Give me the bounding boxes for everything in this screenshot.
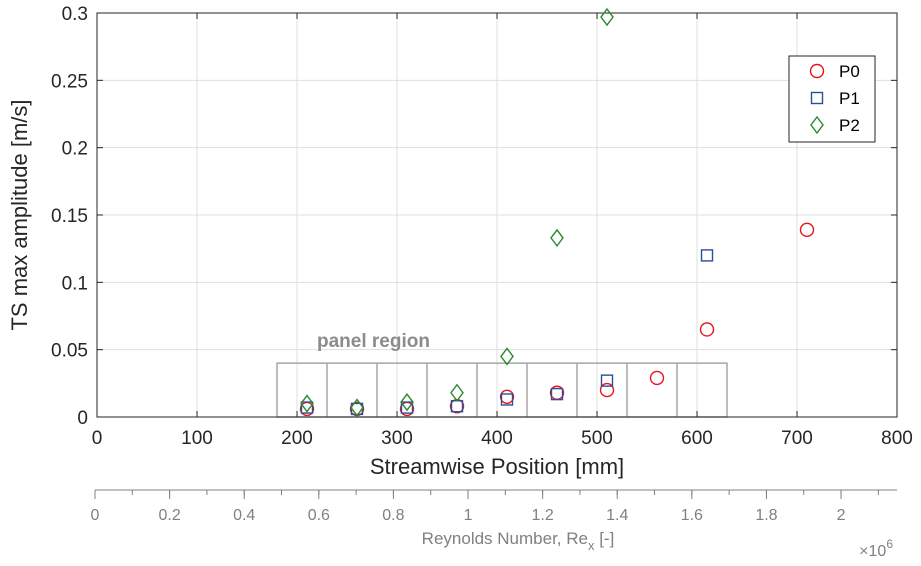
p1-point	[300, 401, 314, 414]
legend-marker-p1	[810, 91, 824, 105]
x-tick-label: 0	[92, 428, 103, 449]
reynolds-tick-label: 1.2	[532, 507, 554, 524]
reynolds-multiplier: ×106	[859, 537, 893, 560]
panel-region-label: panel region	[317, 331, 430, 352]
x-tick-label: 300	[381, 428, 413, 449]
x-axis-title: Streamwise Position [mm]	[370, 454, 624, 479]
x-tick-label: 200	[281, 428, 313, 449]
reynolds-title-subscript: x	[588, 538, 595, 553]
y-tick-label: 0.15	[51, 206, 88, 227]
reynolds-tick-label: 0.2	[158, 507, 180, 524]
p1-point	[450, 400, 464, 413]
reynolds-tick-label: 1.6	[681, 507, 703, 524]
y-tick-label: 0.1	[62, 273, 88, 294]
main-axes	[96, 12, 898, 418]
p2-point	[500, 347, 514, 366]
p1-point	[700, 249, 714, 262]
reynolds-title-main: Reynolds Number, Re	[422, 529, 588, 548]
reynolds-tick-label: 2	[837, 507, 846, 524]
legend: P0 P1 P2	[788, 55, 876, 143]
p2-point	[400, 393, 414, 412]
legend-label-p2: P2	[839, 116, 860, 135]
p0-point	[499, 389, 515, 404]
legend-label-p0: P0	[839, 62, 860, 81]
y-tick-label: 0	[77, 408, 88, 429]
p2-point	[550, 228, 564, 248]
p0-point	[699, 322, 715, 337]
reynolds-axis-title: Reynolds Number, Rex [-]	[422, 529, 615, 553]
p0-point	[649, 370, 665, 386]
x-tick-label: 600	[681, 428, 713, 449]
reynolds-tick-label: 0.6	[308, 507, 330, 524]
x-tick-label: 700	[781, 428, 813, 449]
legend-box	[788, 55, 876, 143]
reynolds-multiplier-base: ×10	[859, 543, 886, 560]
y-tick-label: 0.25	[51, 71, 88, 92]
reynolds-multiplier-exponent: 6	[886, 537, 893, 551]
p2-point	[600, 7, 614, 27]
legend-label-p1: P1	[839, 89, 860, 108]
p2-point	[300, 394, 314, 413]
reynolds-tick-label: 0.8	[382, 507, 404, 524]
reynolds-title-suffix: [-]	[594, 529, 614, 548]
y-tick-label: 0.05	[51, 341, 88, 362]
reynolds-tick-label: 1.4	[606, 507, 628, 524]
p1-point	[400, 401, 414, 414]
x-tick-label: 400	[481, 428, 513, 449]
reynolds-tick-label: 0	[91, 507, 100, 524]
legend-marker-p2	[810, 115, 824, 135]
x-tick-label: 500	[581, 428, 613, 449]
p0-point	[599, 382, 615, 398]
y-tick-labels: 0 0.05 0.1 0.15 0.2 0.25 0.3	[51, 4, 88, 429]
p0-point	[799, 222, 815, 238]
p1-point	[500, 393, 514, 406]
x-tick-label: 100	[181, 428, 213, 449]
reynolds-tick-label: 1	[464, 507, 473, 524]
y-axis-title: TS max amplitude [m/s]	[7, 99, 32, 330]
grid	[97, 13, 897, 417]
reynolds-axis: 0 0.2 0.4 0.6 0.8 1 1.2 1.4 1.6 1.8 2	[91, 489, 897, 524]
y-tick-label: 0.3	[62, 4, 88, 25]
p2-point	[450, 383, 464, 402]
y-tick-label: 0.2	[62, 139, 88, 160]
reynolds-tick-label: 0.4	[233, 507, 255, 524]
data-points	[299, 7, 815, 417]
p2-point	[350, 398, 364, 417]
p1-point	[550, 387, 564, 401]
legend-marker-p0	[809, 63, 825, 79]
x-tick-label: 800	[881, 428, 913, 449]
x-tick-labels: 0 100 200 300 400 500 600 700 800	[92, 428, 913, 449]
reynolds-tick-label: 1.8	[755, 507, 777, 524]
p1-point	[600, 374, 614, 387]
